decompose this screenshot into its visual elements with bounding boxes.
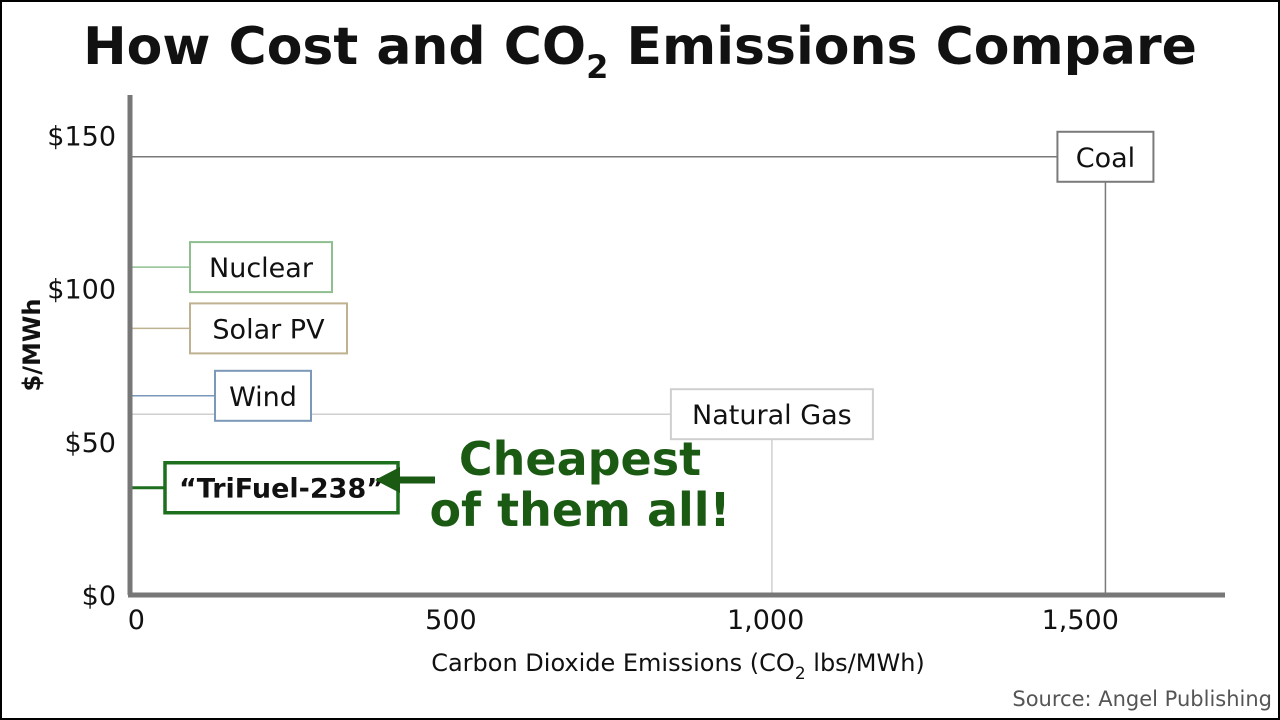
y-tick-label-150: $150 (47, 121, 116, 152)
annotation-arrow (375, 467, 435, 493)
label-solar-pv: Solar PV (212, 314, 325, 345)
chart-title: How Cost and CO2 Emissions Compare (83, 17, 1197, 86)
x-tick-label-0: 0 (128, 605, 145, 636)
label-box-natural-gas (669, 388, 874, 441)
y-tick-label-0: $0 (82, 581, 116, 612)
y-axis-label: $/MWh (18, 299, 46, 392)
x-tick-label-1000: 1,000 (727, 605, 804, 636)
x-tick-label-1500: 1,500 (1042, 605, 1119, 636)
label-box-trifuel-238 (163, 460, 400, 515)
axes (127, 95, 1225, 598)
annotation-line-1: Cheapest (459, 432, 701, 486)
label-trifuel-238: “TriFuel-238” (179, 474, 384, 505)
source-note: Source: Angel Publishing (1012, 687, 1272, 711)
label-box-coal (1056, 130, 1155, 183)
label-coal: Coal (1076, 143, 1135, 174)
annotation-line-2: of them all! (429, 483, 730, 537)
y-tick-label-100: $100 (47, 275, 116, 306)
label-box-solar-pv (189, 302, 348, 355)
label-box-nuclear (189, 241, 333, 294)
label-box-wind (214, 369, 312, 422)
label-wind: Wind (229, 382, 297, 413)
x-axis-label: Carbon Dioxide Emissions (CO2 lbs/MWh) (431, 649, 925, 684)
y-tick-label-50: $50 (64, 428, 116, 459)
label-nuclear: Nuclear (209, 253, 314, 284)
data-point-labels: Coal Nuclear Solar PV Wind Natural Gas “TriFu… (163, 130, 1155, 515)
label-natural-gas: Natural Gas (692, 400, 852, 431)
x-tick-labels: 0 500 1,000 1,500 (128, 605, 1119, 636)
x-tick-label-500: 500 (425, 605, 477, 636)
y-tick-labels: $0 $50 $100 $150 (47, 121, 116, 612)
